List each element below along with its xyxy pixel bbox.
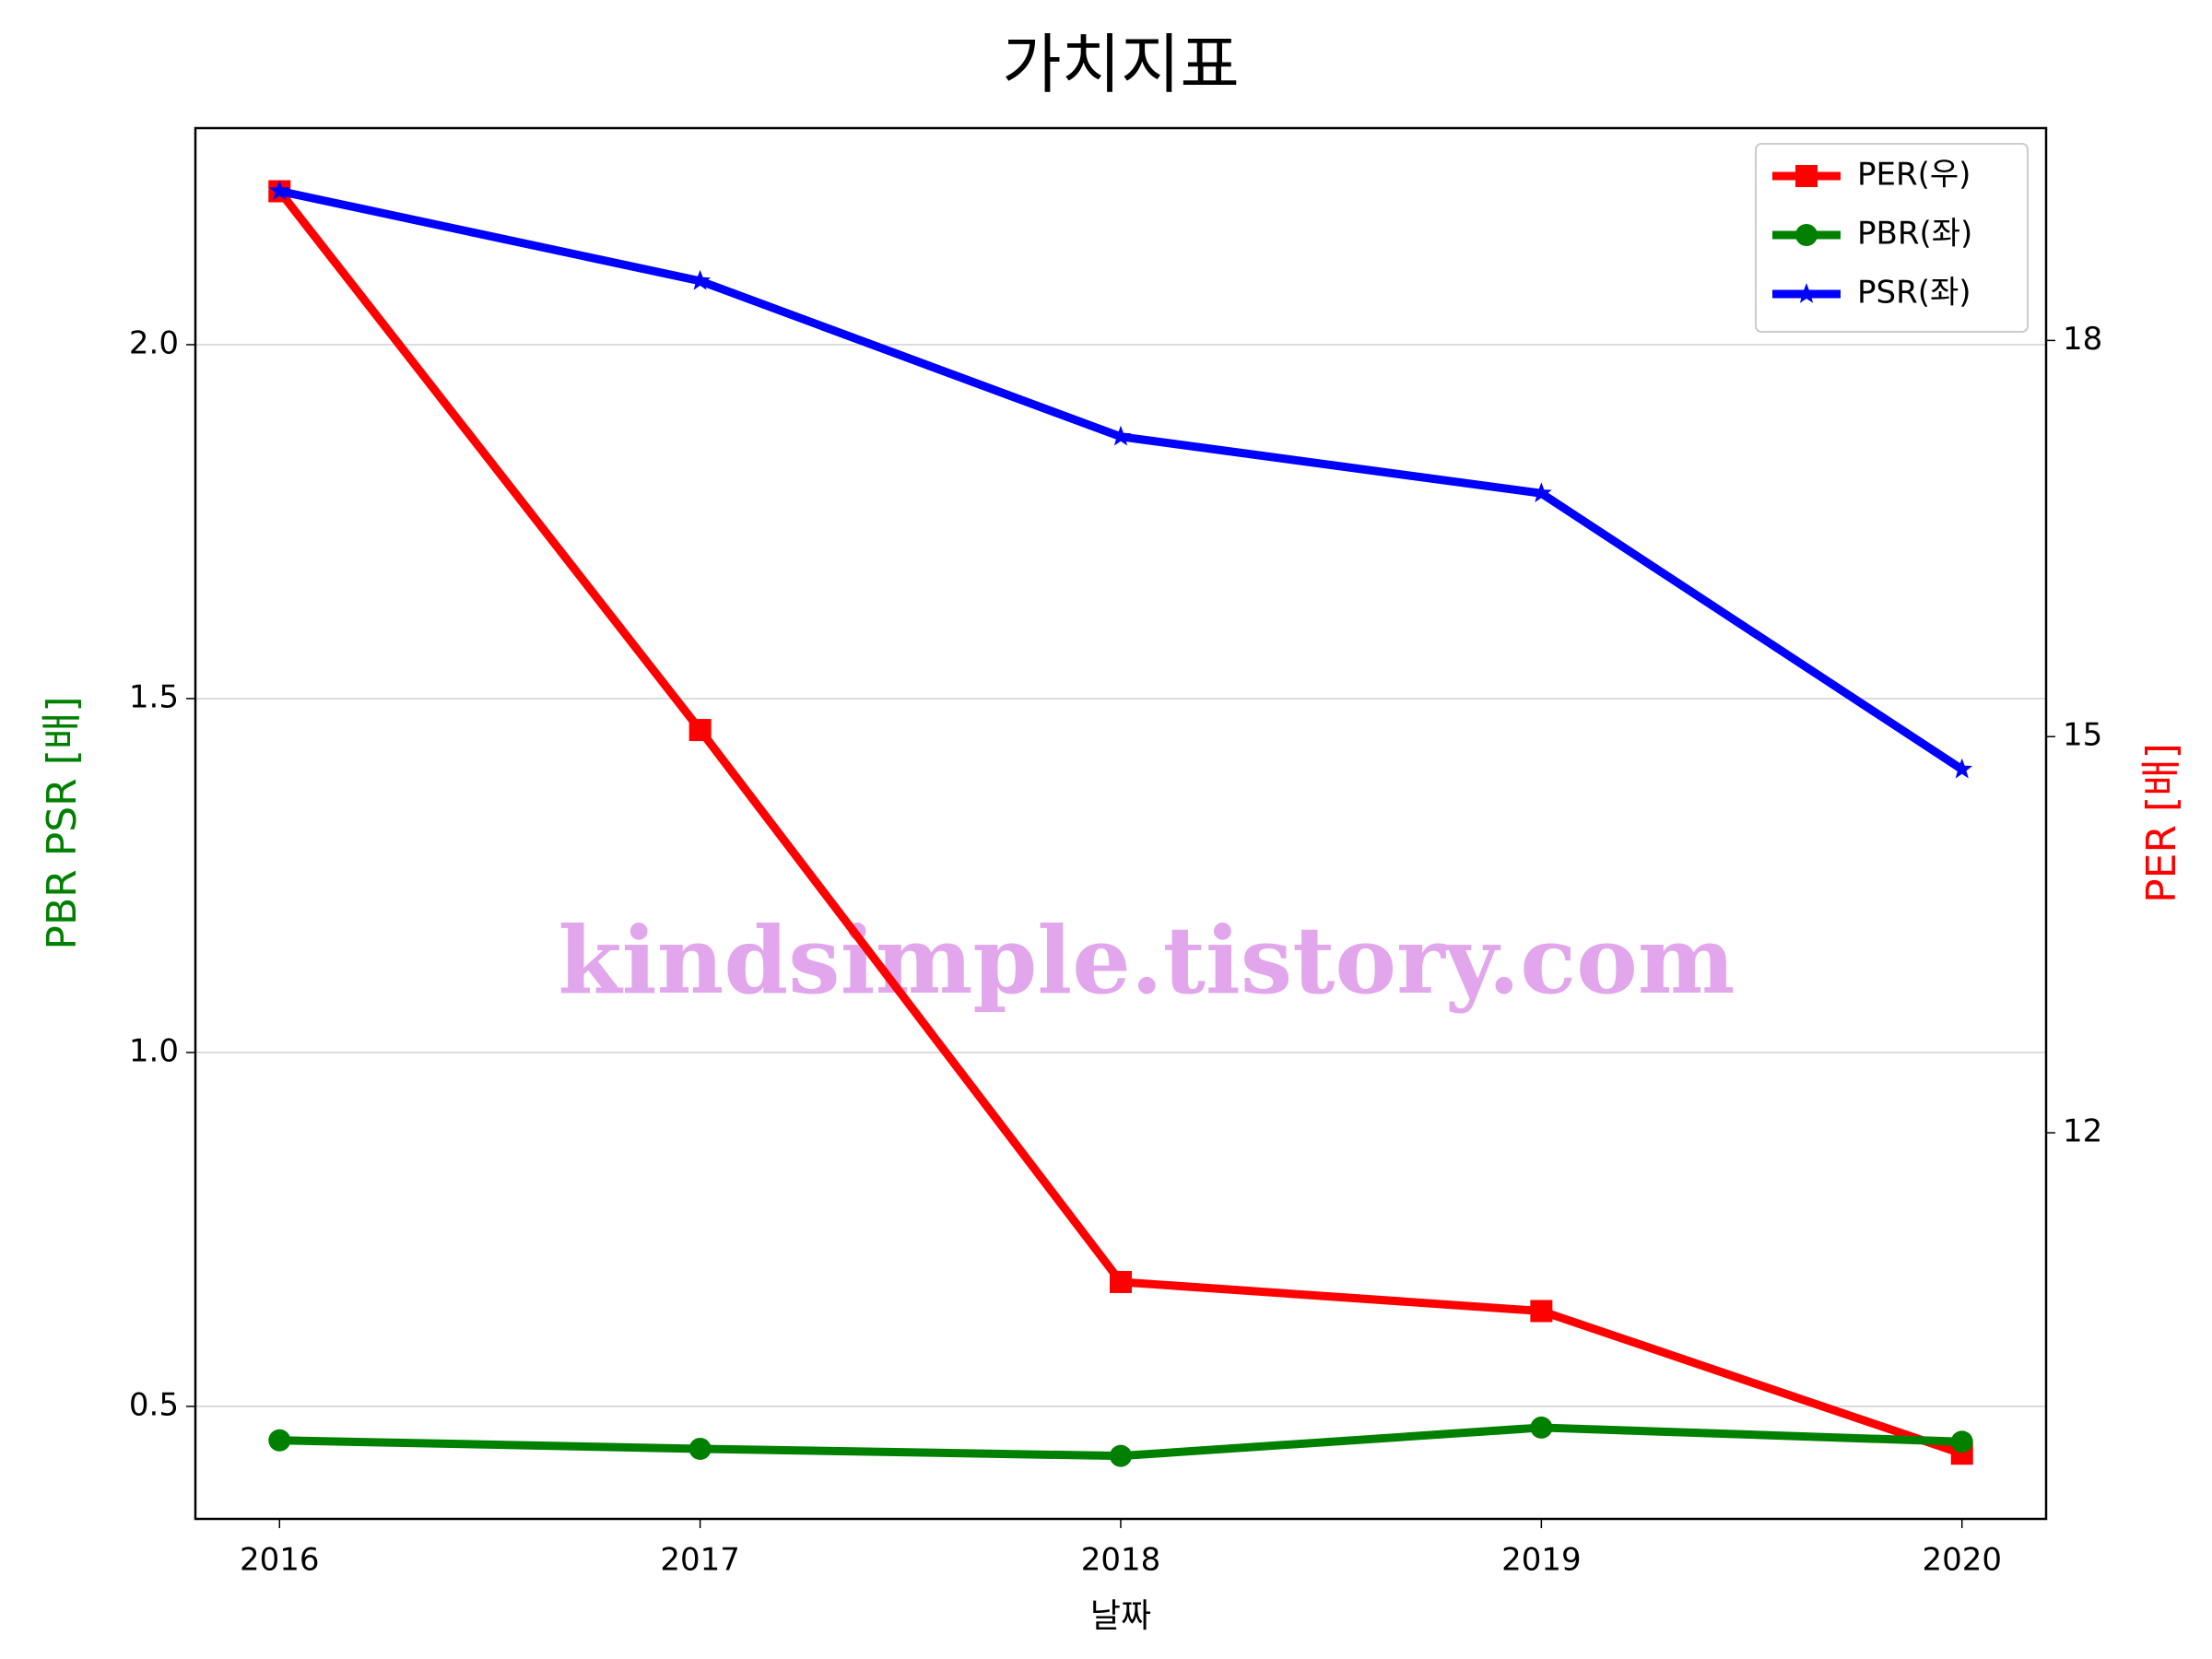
- marker: [688, 719, 712, 742]
- marker: [1531, 482, 1552, 502]
- x-axis-label: 날짜: [1090, 1597, 1151, 1635]
- y2-axis-label: PER [배]: [2138, 743, 2185, 903]
- x-tick-label: 2019: [1501, 1542, 1582, 1579]
- y-tick-label: 0.5: [129, 1386, 179, 1423]
- chart-title: 가치지표: [1002, 27, 1240, 102]
- legend-label: PER(우): [1857, 157, 1971, 194]
- marker: [1530, 1300, 1553, 1323]
- x-tick-label: 2018: [1081, 1542, 1161, 1579]
- marker: [688, 1437, 712, 1460]
- legend-marker: [1795, 165, 1818, 187]
- x-tick-label: 2017: [660, 1542, 740, 1579]
- marker: [1110, 1444, 1132, 1467]
- marker: [1951, 758, 1973, 779]
- legend-marker: [1795, 224, 1818, 246]
- y-tick-label: 2.0: [129, 324, 179, 361]
- series: [268, 1416, 1973, 1467]
- watermark: kindsimple.tistory.com: [558, 906, 1735, 1015]
- marker: [1110, 425, 1132, 446]
- legend-box: [1755, 143, 2029, 333]
- legend-label: PSR(좌): [1857, 275, 1971, 312]
- y-tick-label: 1.5: [129, 678, 179, 715]
- x-tick-label: 2016: [240, 1542, 320, 1579]
- y-axis-label: PBR PSR [배]: [39, 696, 86, 949]
- legend-marker: [1795, 283, 1818, 303]
- y2-tick-label: 15: [2063, 717, 2102, 754]
- marker: [689, 269, 711, 290]
- y2-tick-label: 18: [2063, 321, 2102, 358]
- legend-label: PBR(좌): [1857, 216, 1972, 253]
- plot-frame: [194, 126, 2048, 1521]
- marker: [1950, 1430, 1973, 1453]
- legend: PER(우) PBR(좌) PSR(좌): [1755, 143, 2029, 333]
- marker: [1530, 1416, 1553, 1439]
- marker: [268, 1429, 291, 1452]
- y-tick-label: 1.0: [129, 1032, 179, 1069]
- series: [268, 180, 1973, 779]
- series: [268, 180, 1973, 1465]
- y2-tick-label: 12: [2063, 1113, 2102, 1150]
- x-tick-label: 2020: [1922, 1542, 2002, 1579]
- marker: [1110, 1270, 1132, 1293]
- marker: [268, 180, 290, 201]
